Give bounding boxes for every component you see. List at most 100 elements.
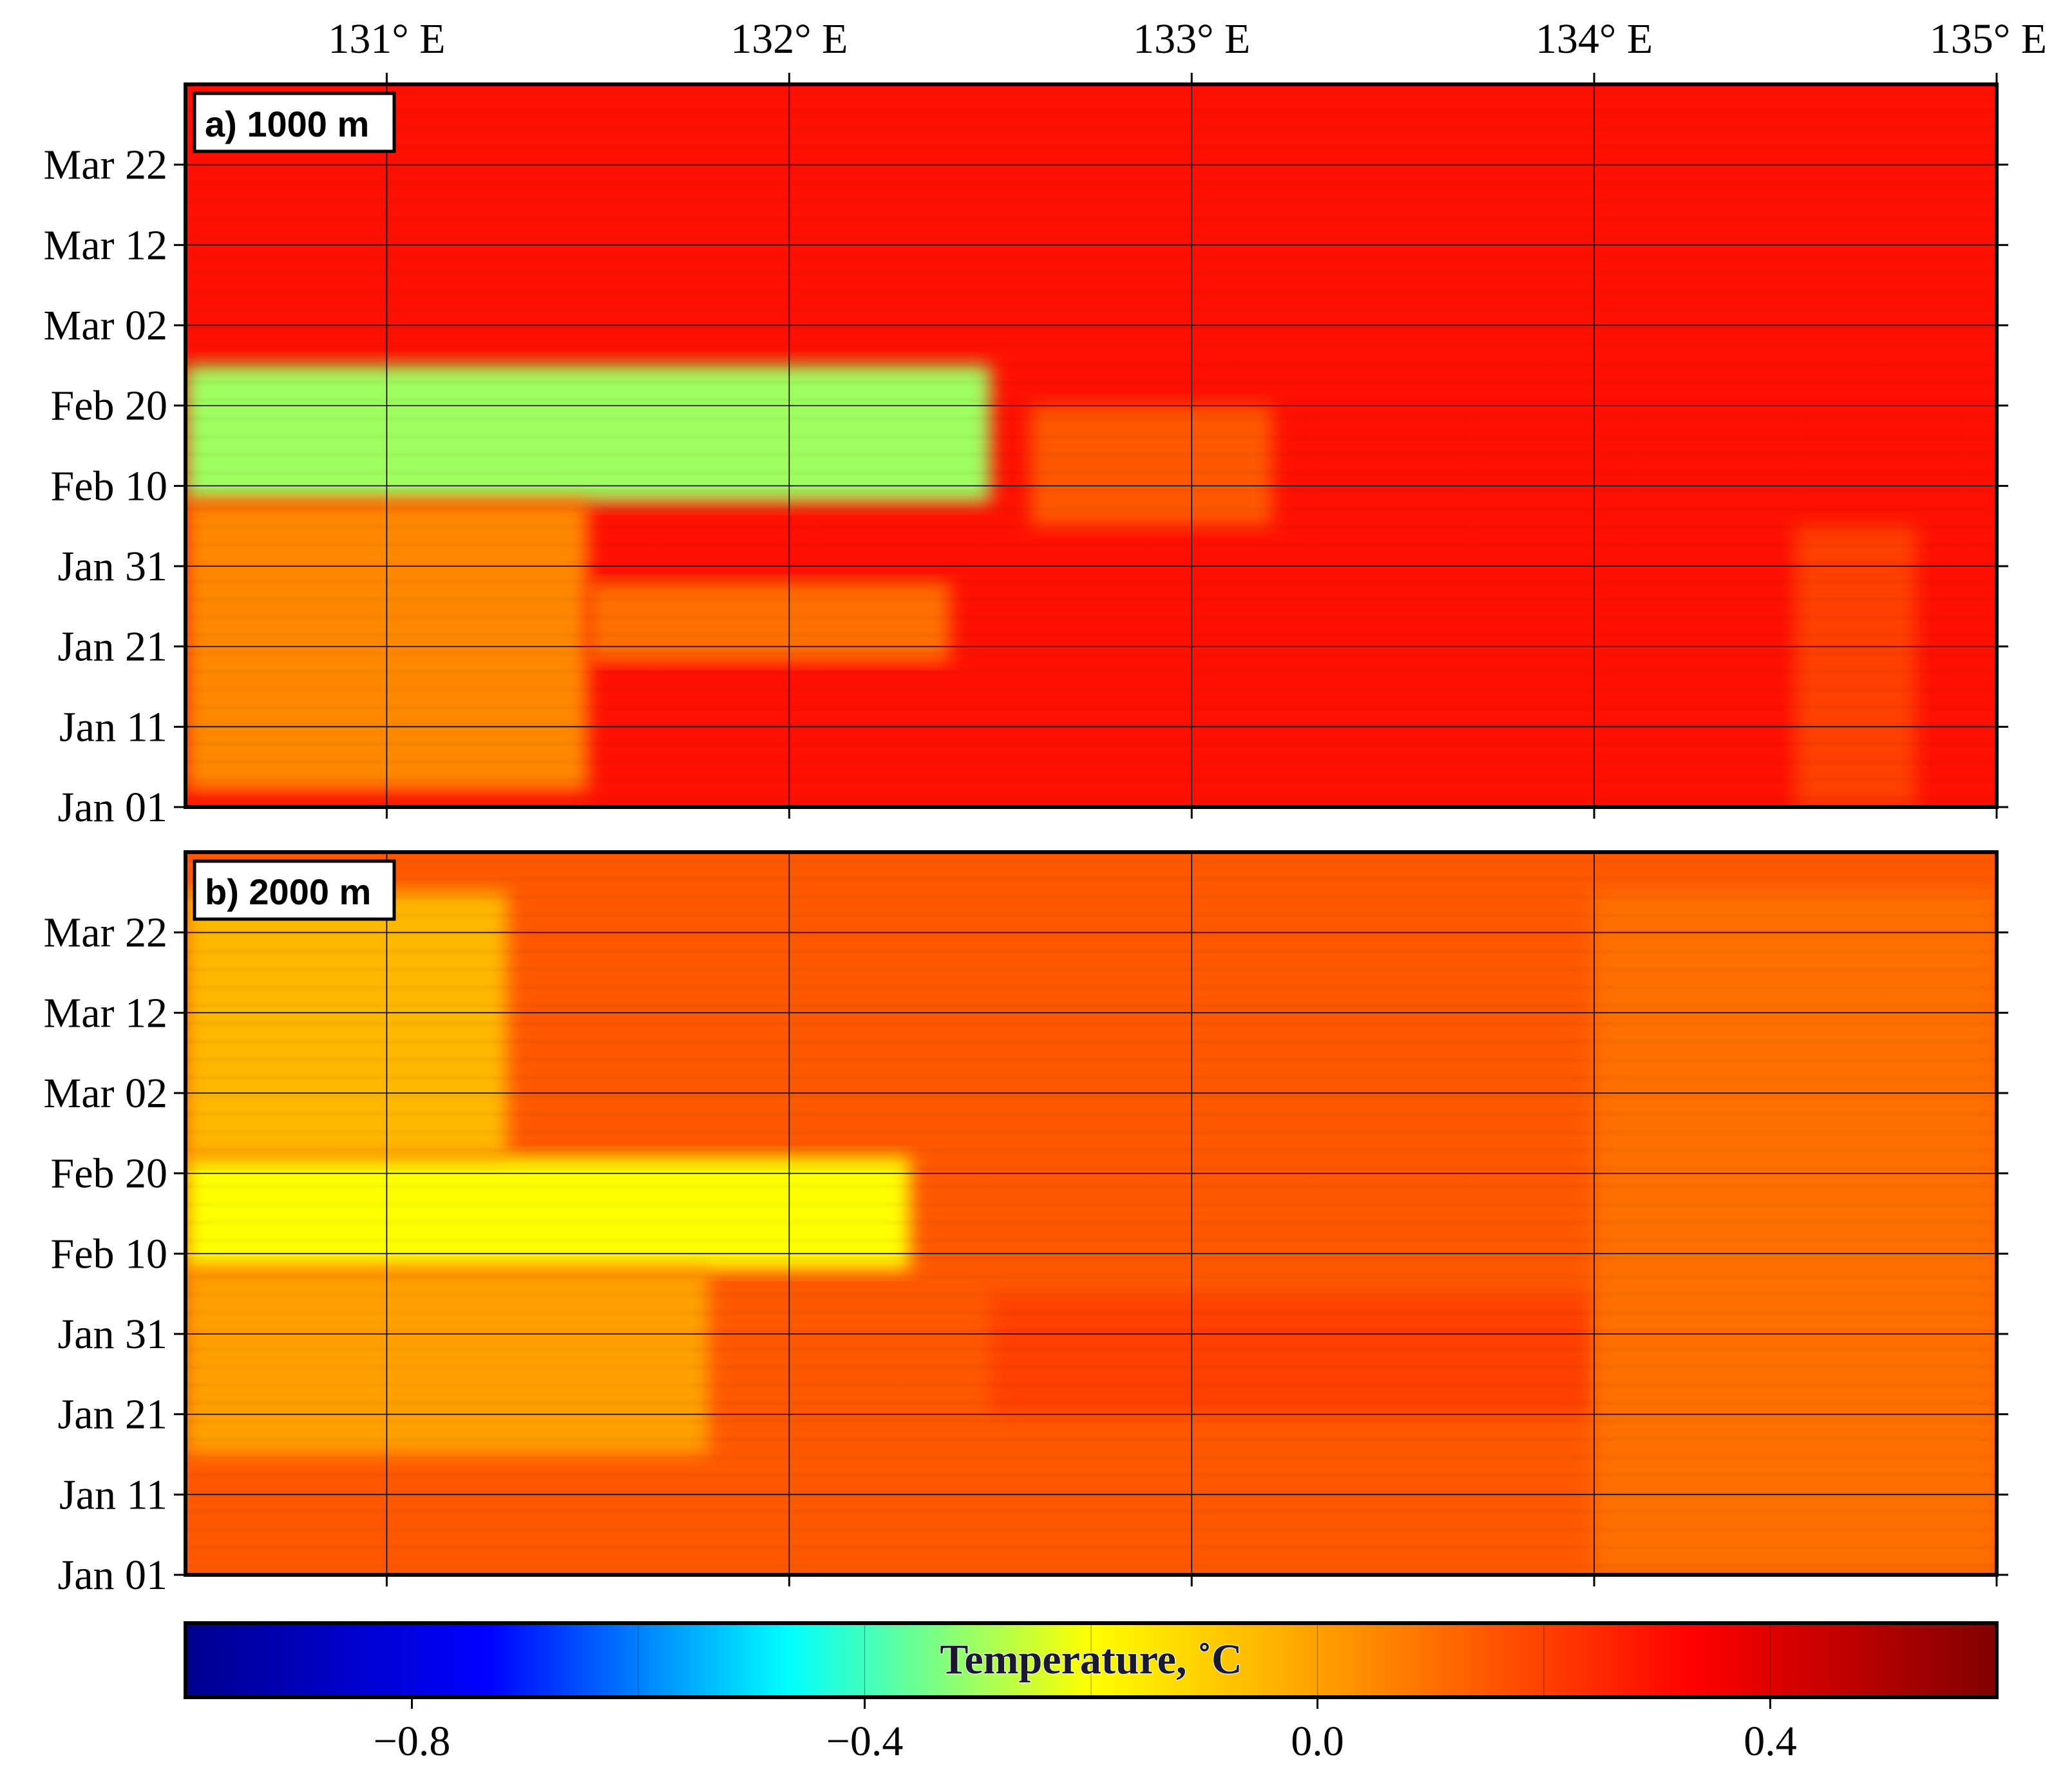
heatmap-streak [185, 667, 1997, 676]
heatmap-streak [185, 703, 1997, 712]
y-tick-label: Feb 20 [51, 383, 168, 430]
heatmap-streak [185, 577, 1997, 585]
heatmap-streak [185, 966, 1997, 974]
heatmap-streak [185, 487, 1997, 495]
heatmap-streak [185, 451, 1997, 459]
heatmap-streak [185, 631, 1997, 640]
colorbar-title: Temperature, ˚C [940, 1636, 1242, 1683]
heatmap-streak [185, 270, 1997, 278]
heatmap-streak [185, 1543, 1997, 1552]
y-tick-label: Feb 10 [51, 1230, 168, 1277]
heatmap-streak [185, 198, 1997, 206]
heatmap-streak [185, 929, 1997, 938]
heatmap-streak [185, 1435, 1997, 1443]
heatmap-streak [185, 342, 1997, 350]
heatmap-streak [185, 685, 1997, 694]
heatmap-streak [185, 559, 1997, 567]
heatmap-streak [185, 378, 1997, 386]
x-tick-label: 134° E [1535, 15, 1653, 62]
heatmap-streak [185, 1092, 1997, 1100]
heatmap-streak [185, 1002, 1997, 1010]
y-tick-label: Mar 22 [44, 142, 167, 189]
x-axis-top: 131° E 132° E 133° E 134° E 135° E [328, 15, 2047, 84]
panel-a-1000m: Jan 01 Jan 11 Jan 21 Jan 31 Feb 10 Feb 20 Mar … [44, 82, 2008, 831]
heatmap-streak [185, 126, 1997, 134]
heatmap-cell [185, 1157, 910, 1270]
heatmap-streak [185, 234, 1997, 242]
y-tick-label: Jan 01 [58, 1552, 167, 1599]
heatmap-streak [185, 1237, 1997, 1245]
heatmap-streak [185, 1219, 1997, 1227]
heatmap-streak [185, 432, 1997, 441]
heatmap-streak [185, 739, 1997, 748]
y-tick-label: Jan 21 [58, 1391, 167, 1438]
heatmap-streak [185, 162, 1997, 170]
heatmap-streak [185, 1038, 1997, 1046]
heatmap-streak [185, 1417, 1997, 1425]
colorbar-tick-label: 0.0 [1291, 1718, 1344, 1765]
y-tick-label: Jan 31 [58, 543, 167, 590]
heatmap-streak [185, 776, 1997, 784]
panel-b-2000m: Jan 01 Jan 11 Jan 21 Jan 31 Feb 10 Feb 20 Mar … [44, 850, 2008, 1599]
heatmap-streak [185, 857, 1997, 866]
heatmap-streak [185, 595, 1997, 604]
panel-b-y-axis: Jan 01 Jan 11 Jan 21 Jan 31 Feb 10 Feb 20 Mar … [44, 909, 2008, 1599]
heatmap-streak [185, 1309, 1997, 1317]
heatmap-streak [185, 1453, 1997, 1461]
heatmap-streak [185, 1489, 1997, 1498]
colorbar-tick-label: 0.4 [1744, 1718, 1797, 1765]
panel-a-label-text: a) 1000 m [205, 104, 369, 144]
heatmap-streak [185, 1363, 1997, 1371]
panel-a-heatmap-cells [185, 84, 1997, 807]
heatmap-streak [185, 1074, 1997, 1082]
heatmap-streak [185, 469, 1997, 477]
x-tick-label: 133° E [1133, 15, 1250, 62]
y-tick-label: Mar 12 [44, 989, 167, 1036]
heatmap-streak [185, 90, 1997, 98]
heatmap-streak [185, 1327, 1997, 1335]
heatmap-streak [185, 1345, 1997, 1353]
heatmap-streak [185, 1128, 1997, 1136]
y-tick-label: Mar 02 [44, 1070, 167, 1117]
colorbar-tick-label: −0.8 [374, 1718, 451, 1765]
heatmap-streak [185, 1291, 1997, 1299]
panel-a-label: a) 1000 m [193, 91, 396, 153]
heatmap-streak [185, 1381, 1997, 1389]
panel-b-label: b) 2000 m [193, 859, 396, 921]
heatmap-streak [185, 1182, 1997, 1190]
y-tick-label: Jan 31 [58, 1311, 167, 1358]
heatmap-streak [185, 984, 1997, 992]
heatmap-streak [185, 1146, 1997, 1154]
heatmap-streak [185, 1110, 1997, 1118]
y-tick-label: Feb 10 [51, 462, 168, 509]
y-tick-label: Mar 12 [44, 222, 167, 269]
heatmap-streak [185, 541, 1997, 549]
heatmap-streak [185, 613, 1997, 622]
heatmap-streak [185, 947, 1997, 956]
heatmap-streak [185, 252, 1997, 260]
heatmap-streak [185, 1056, 1997, 1064]
panel-a-frame [184, 82, 1999, 809]
heatmap-streak [185, 757, 1997, 766]
heatmap-streak [185, 1273, 1997, 1281]
panel-b-label-text: b) 2000 m [205, 871, 371, 912]
heatmap-streak [185, 324, 1997, 332]
colorbar-gradient [184, 1621, 1999, 1699]
heatmap-streak [185, 288, 1997, 296]
x-tick-label: 135° E [1930, 15, 2047, 62]
panel-b-frame [184, 850, 1999, 1577]
heatmap-streak [185, 523, 1997, 531]
heatmap-streak [185, 306, 1997, 314]
heatmap-streak [185, 360, 1997, 368]
heatmap-streak [185, 1471, 1997, 1480]
heatmap-streak [185, 1399, 1997, 1407]
y-tick-label: Mar 22 [44, 909, 167, 956]
colorbar: Temperature, ˚C −0.8 −0.4 0.0 0.4 [184, 1621, 1999, 1765]
heatmap-streak [185, 1561, 1997, 1570]
heatmap-streak [185, 794, 1997, 802]
y-tick-label: Mar 02 [44, 302, 167, 349]
y-tick-label: Jan 11 [59, 703, 167, 750]
panel-b-heatmap-cells [185, 852, 1997, 1575]
heatmap-streak [185, 1507, 1997, 1516]
